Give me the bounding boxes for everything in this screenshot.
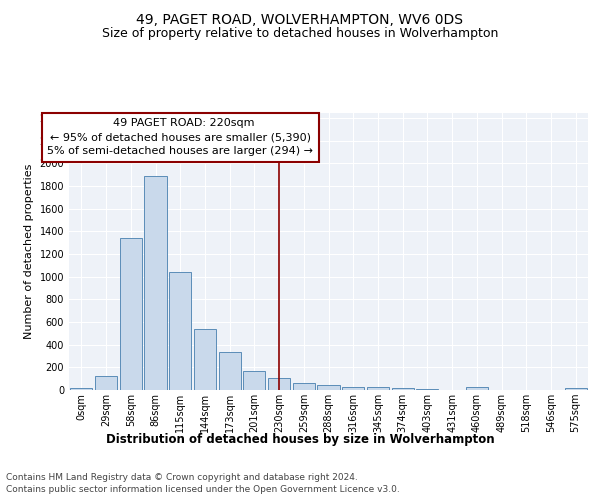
Bar — [466, 387, 488, 390]
Bar — [293, 382, 315, 390]
Text: Size of property relative to detached houses in Wolverhampton: Size of property relative to detached ho… — [102, 28, 498, 40]
Text: 49 PAGET ROAD: 220sqm
← 95% of detached houses are smaller (5,390)
5% of semi-de: 49 PAGET ROAD: 220sqm ← 95% of detached … — [47, 118, 313, 156]
Text: Contains public sector information licensed under the Open Government Licence v3: Contains public sector information licen… — [6, 485, 400, 494]
Bar — [565, 388, 587, 390]
Bar — [342, 386, 364, 390]
Bar — [268, 378, 290, 390]
Bar — [243, 372, 265, 390]
Bar — [194, 329, 216, 390]
Bar — [169, 272, 191, 390]
Text: Contains HM Land Registry data © Crown copyright and database right 2024.: Contains HM Land Registry data © Crown c… — [6, 472, 358, 482]
Bar — [367, 387, 389, 390]
Bar — [392, 388, 414, 390]
Text: 49, PAGET ROAD, WOLVERHAMPTON, WV6 0DS: 49, PAGET ROAD, WOLVERHAMPTON, WV6 0DS — [137, 12, 464, 26]
Text: Distribution of detached houses by size in Wolverhampton: Distribution of detached houses by size … — [106, 432, 494, 446]
Bar — [70, 388, 92, 390]
Bar — [95, 376, 117, 390]
Bar — [145, 176, 167, 390]
Bar — [218, 352, 241, 390]
Bar — [317, 386, 340, 390]
Y-axis label: Number of detached properties: Number of detached properties — [24, 164, 34, 339]
Bar — [119, 238, 142, 390]
